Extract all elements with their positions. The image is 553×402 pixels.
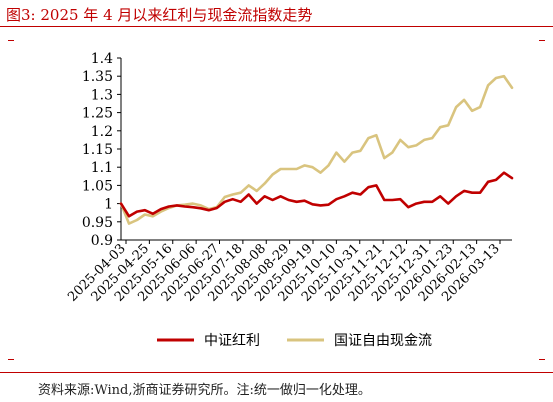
legend-item-free-cash-flow-label: 国证自由现金流 [334,333,432,349]
legend-item-dividend-label: 中证红利 [204,333,260,349]
y-tick-label: 1 [104,197,113,213]
y-axis-ticks: 0.9 0.95 1 1.05 1.1 1.15 1.2 1.25 1.3 1.35 1.4 [82,51,121,249]
y-tick-label: 1.35 [82,69,113,85]
corner-mark-bottom-right [539,359,545,360]
series-lines [119,74,514,225]
y-tick-label: 1.3 [91,87,113,103]
chart-title: 图3: 2025 年 4 月以来红利与现金流指数走势 [6,6,313,24]
y-tick-label: 1.1 [91,160,113,176]
series-line-free-cash-flow [119,74,514,225]
x-axis-ticks: 2025-04-032025-04-252025-05-162025-06-06… [65,240,503,305]
y-tick-label: 0.9 [91,233,113,249]
title-rule [0,26,553,27]
source-rule [0,372,553,373]
corner-mark-top-left [8,40,14,41]
y-tick-label: 1.25 [82,106,113,122]
series-line-dividend [119,171,514,218]
y-tick-label: 0.95 [82,215,113,231]
source-note: 资料来源:Wind,浙商证券研究所。注:统一做归一化处理。 [38,383,371,398]
y-tick-label: 1.05 [82,178,113,194]
corner-mark-bottom-left [8,359,14,360]
corner-mark-top-right [539,40,545,41]
y-tick-label: 1.4 [91,51,113,67]
y-tick-label: 1.15 [82,142,113,158]
y-tick-label: 1.2 [91,124,113,140]
legend: 中证红利 国证自由现金流 [157,333,432,349]
